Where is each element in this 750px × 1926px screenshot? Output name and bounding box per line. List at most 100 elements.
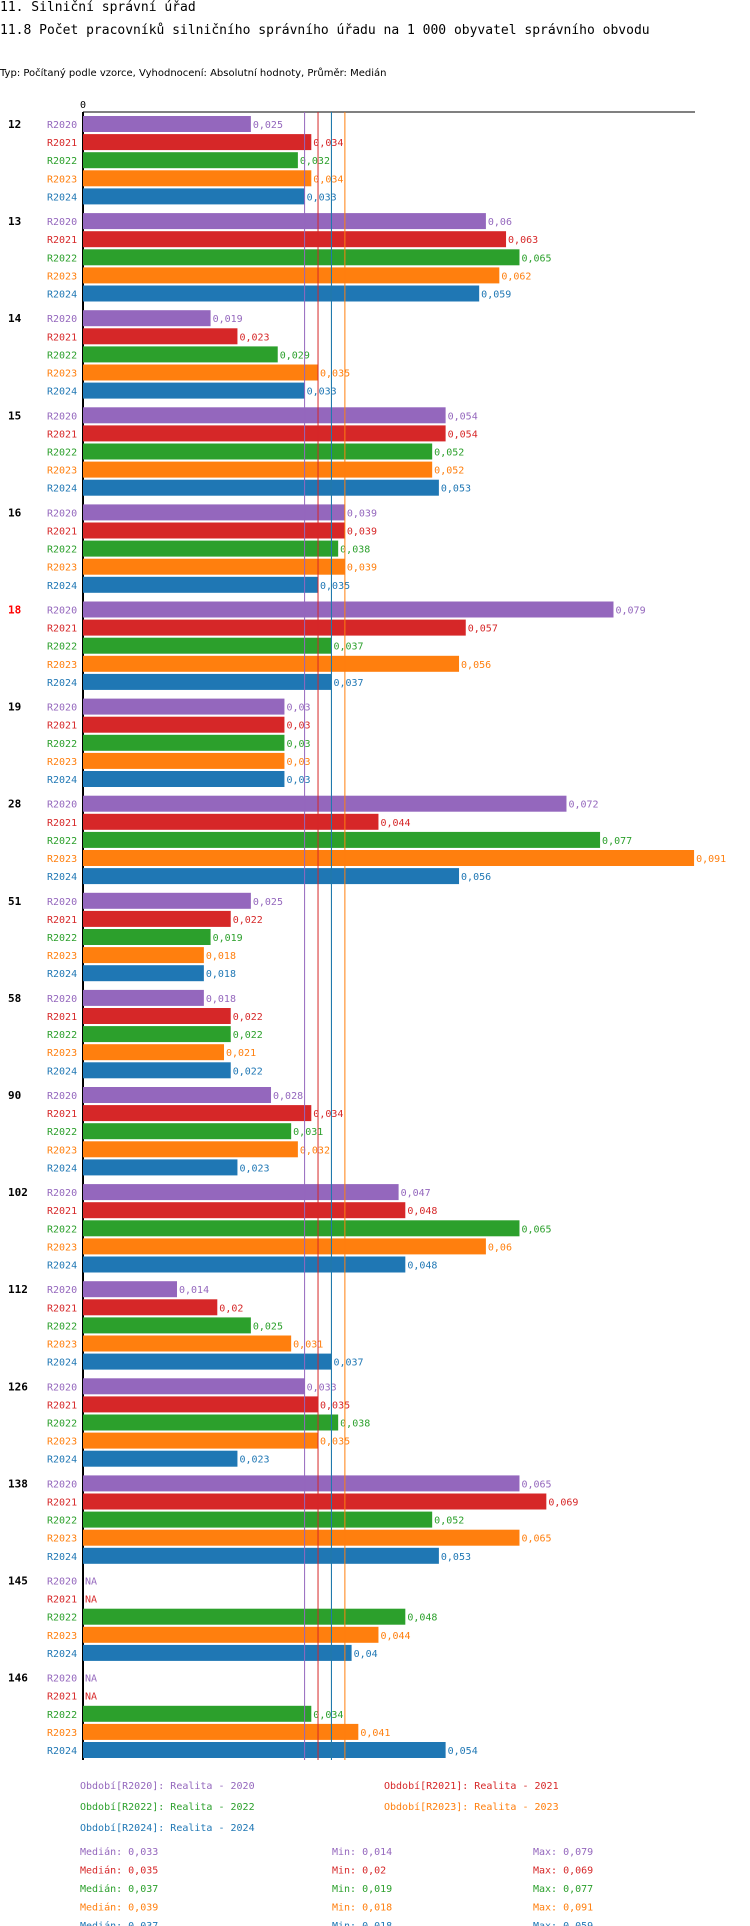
series-label: R2024 bbox=[47, 1261, 77, 1272]
data-label: 0,018 bbox=[206, 969, 236, 980]
group-label: 112 bbox=[8, 1283, 28, 1296]
series-label: R2022 bbox=[47, 350, 77, 361]
series-label: R2024 bbox=[47, 1552, 77, 1563]
group-label: 102 bbox=[8, 1186, 28, 1199]
series-label: R2022 bbox=[47, 1321, 77, 1332]
series-label: R2021 bbox=[47, 235, 77, 246]
bar bbox=[83, 407, 446, 424]
bar bbox=[83, 1723, 359, 1740]
bar bbox=[83, 1123, 292, 1140]
series-label: R2024 bbox=[47, 1746, 77, 1757]
series-label: R2022 bbox=[47, 1710, 77, 1721]
data-label: 0,014 bbox=[179, 1285, 209, 1296]
bar bbox=[83, 540, 339, 557]
bar bbox=[83, 1044, 225, 1061]
data-label: 0,065 bbox=[521, 253, 551, 264]
bar bbox=[83, 637, 332, 654]
legend-item: Období[R2020]: Realita - 2020 bbox=[80, 1780, 255, 1792]
series-label: R2020 bbox=[47, 897, 77, 908]
stat-max: Max: 0,069 bbox=[533, 1866, 593, 1877]
stat-max: Max: 0,091 bbox=[533, 1903, 593, 1914]
data-label: 0,035 bbox=[320, 581, 350, 592]
na-label: NA bbox=[85, 1692, 97, 1703]
data-label: 0,091 bbox=[696, 854, 726, 865]
bar bbox=[83, 1626, 379, 1643]
bar bbox=[83, 558, 345, 575]
data-label: 0,022 bbox=[233, 1012, 263, 1023]
data-label: 0,034 bbox=[313, 1109, 343, 1120]
bar bbox=[83, 328, 238, 345]
series-label: R2021 bbox=[47, 915, 77, 926]
bar bbox=[83, 382, 305, 399]
na-label: NA bbox=[85, 1674, 97, 1685]
series-label: R2023 bbox=[47, 1728, 77, 1739]
series-label: R2024 bbox=[47, 1649, 77, 1660]
series-label: R2022 bbox=[47, 1030, 77, 1041]
series-label: R2022 bbox=[47, 1516, 77, 1527]
group-label: 13 bbox=[8, 215, 21, 228]
data-label: 0,025 bbox=[253, 1321, 283, 1332]
bar bbox=[83, 1529, 520, 1546]
series-label: R2020 bbox=[47, 800, 77, 811]
data-label: 0,023 bbox=[239, 1163, 269, 1174]
data-label: 0,037 bbox=[333, 678, 363, 689]
chart-title: 11.8 Počet pracovníků silničního správní… bbox=[0, 23, 650, 38]
stat-max: Max: 0,079 bbox=[533, 1847, 593, 1858]
data-label: 0,037 bbox=[333, 642, 363, 653]
series-label: R2023 bbox=[47, 660, 77, 671]
stat-median: Medián: 0,039 bbox=[80, 1902, 158, 1914]
bar bbox=[83, 152, 298, 169]
data-label: 0,028 bbox=[273, 1091, 303, 1102]
chart-meta-info: Typ: Počítaný podle vzorce, Vyhodnocení:… bbox=[0, 68, 387, 79]
bar bbox=[83, 213, 486, 230]
bar bbox=[83, 752, 285, 769]
bar bbox=[83, 868, 460, 885]
series-label: R2022 bbox=[47, 836, 77, 847]
bar bbox=[83, 1547, 439, 1564]
series-label: R2023 bbox=[47, 369, 77, 380]
series-label: R2020 bbox=[47, 1674, 77, 1685]
series-label: R2020 bbox=[47, 1577, 77, 1588]
group-label: 90 bbox=[8, 1089, 21, 1102]
data-label: 0,048 bbox=[407, 1613, 437, 1624]
data-label: 0,023 bbox=[239, 332, 269, 343]
data-label: 0,065 bbox=[521, 1534, 551, 1545]
data-label: 0,03 bbox=[286, 721, 310, 732]
series-label: R2024 bbox=[47, 1066, 77, 1077]
bar bbox=[83, 1256, 406, 1273]
series-label: R2022 bbox=[47, 1127, 77, 1138]
bar bbox=[83, 1335, 292, 1352]
stat-max: Max: 0,077 bbox=[533, 1884, 593, 1895]
data-label: 0,034 bbox=[313, 138, 343, 149]
data-label: 0,025 bbox=[253, 120, 283, 131]
series-label: R2022 bbox=[47, 545, 77, 556]
bar bbox=[83, 310, 211, 327]
data-label: 0,054 bbox=[448, 411, 478, 422]
group-label: 12 bbox=[8, 118, 21, 131]
series-label: R2024 bbox=[47, 1163, 77, 1174]
bar bbox=[83, 1396, 319, 1413]
series-label: R2020 bbox=[47, 1479, 77, 1490]
series-label: R2020 bbox=[47, 606, 77, 617]
data-label: 0,03 bbox=[286, 757, 310, 768]
series-label: R2023 bbox=[47, 1340, 77, 1351]
stat-median: Medián: 0,035 bbox=[80, 1865, 158, 1877]
data-label: 0,041 bbox=[360, 1728, 390, 1739]
axis-zero-label: 0 bbox=[80, 100, 86, 111]
bar bbox=[83, 1087, 272, 1103]
series-label: R2022 bbox=[47, 448, 77, 459]
group-label: 18 bbox=[8, 604, 21, 617]
bar bbox=[83, 479, 439, 496]
bar bbox=[83, 601, 614, 618]
series-label: R2020 bbox=[47, 1285, 77, 1296]
bar bbox=[83, 813, 379, 830]
data-label: 0,06 bbox=[488, 217, 512, 228]
series-label: R2023 bbox=[47, 271, 77, 282]
data-label: 0,048 bbox=[407, 1206, 437, 1217]
stat-min: Min: 0,018 bbox=[332, 1921, 392, 1926]
group-label: 138 bbox=[8, 1477, 28, 1490]
series-label: R2022 bbox=[47, 933, 77, 944]
data-label: 0,063 bbox=[508, 235, 538, 246]
data-label: 0,038 bbox=[340, 1419, 370, 1430]
legend-item: Období[R2024]: Realita - 2024 bbox=[80, 1822, 255, 1834]
